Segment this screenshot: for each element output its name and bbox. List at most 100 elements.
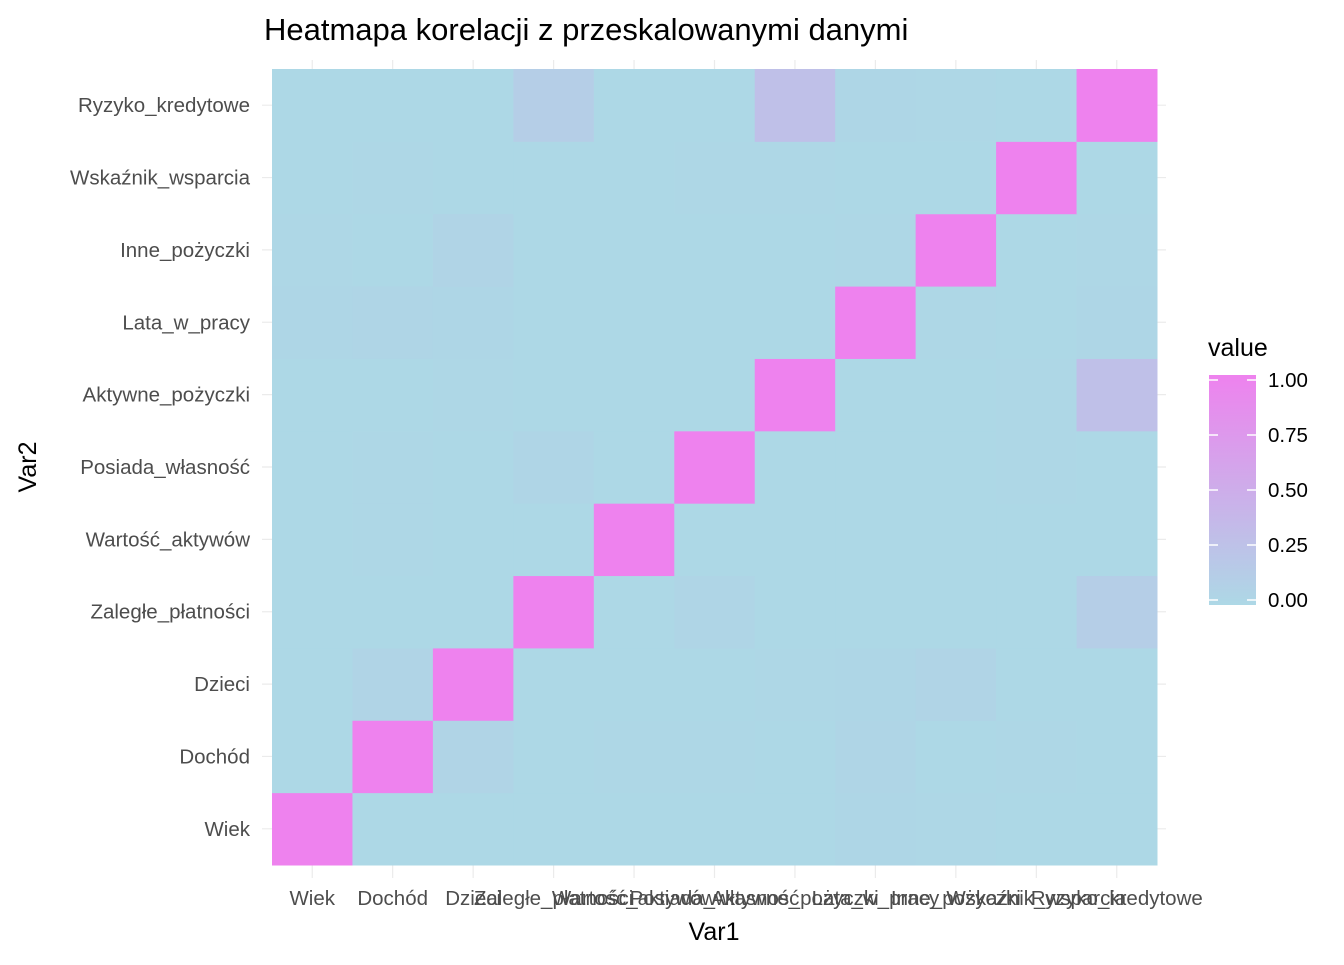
heatmap-cell bbox=[272, 503, 353, 577]
heatmap-cell bbox=[272, 575, 353, 649]
x-tick-label: Dzieci bbox=[445, 887, 501, 910]
heatmap-cell bbox=[674, 503, 756, 577]
heatmap-cell bbox=[996, 358, 1078, 432]
heatmap-cell bbox=[352, 358, 434, 432]
x-axis-tick-labels: Wiek Dochód DzieciZaległe_płatnościWartość… bbox=[289, 887, 1202, 910]
heatmap-cell bbox=[835, 720, 917, 794]
y-tick-label: Posiada_własność bbox=[80, 456, 250, 479]
heatmap-cell bbox=[674, 141, 756, 215]
heatmap-cell bbox=[996, 503, 1078, 577]
heatmap-cell bbox=[513, 141, 595, 215]
heatmap-cell bbox=[593, 213, 675, 287]
heatmap-cell bbox=[432, 430, 514, 504]
heatmap-cell bbox=[996, 286, 1078, 359]
x-tick-label: Wartość_aktywów bbox=[552, 887, 717, 910]
heatmap-cell bbox=[272, 792, 353, 866]
legend-tick-label: 1.00 bbox=[1268, 369, 1308, 392]
heatmap-cell bbox=[754, 286, 836, 359]
heatmap-cell bbox=[835, 647, 917, 721]
heatmap-cell bbox=[835, 358, 917, 432]
x-tick-label: Posiada_własność bbox=[630, 887, 800, 910]
y-tick-label: Wiek bbox=[204, 818, 250, 841]
y-tick-label: Zaległe_płatności bbox=[90, 601, 250, 624]
heatmap-cell bbox=[1076, 358, 1158, 432]
heatmap-cell bbox=[1076, 720, 1158, 794]
heatmap-cell bbox=[432, 69, 514, 142]
heatmap-cell bbox=[996, 430, 1078, 504]
heatmap-cell bbox=[593, 647, 675, 721]
heatmap-cell bbox=[352, 503, 434, 577]
heatmap-cell bbox=[1076, 792, 1158, 866]
x-tick-label: Inne_pożyczki bbox=[891, 887, 1021, 910]
heatmap-cell bbox=[593, 503, 675, 577]
x-tick-label: Dochód bbox=[357, 887, 428, 910]
heatmap-cell bbox=[835, 792, 917, 866]
heatmap-cell bbox=[513, 430, 595, 504]
heatmap-cell bbox=[513, 503, 595, 577]
heatmap-cell bbox=[1076, 141, 1158, 215]
heatmap-cell bbox=[513, 792, 595, 866]
heatmap-cell bbox=[996, 69, 1078, 142]
heatmap-cell bbox=[754, 213, 836, 287]
heatmap-cell bbox=[835, 69, 917, 142]
legend-ticks: 1.00 0.75 0.50 0.25 0.00 bbox=[1209, 369, 1308, 612]
y-tick-label: Ryzyko_kredytowe bbox=[78, 94, 250, 117]
heatmap-cell bbox=[674, 575, 756, 649]
heatmap-cell bbox=[915, 430, 997, 504]
heatmap-cell bbox=[352, 141, 434, 215]
heatmap-cell bbox=[754, 792, 836, 866]
heatmap-cell bbox=[1076, 575, 1158, 649]
heatmap-cell bbox=[1076, 213, 1158, 287]
x-tick-label: Zaległe_płatności bbox=[474, 887, 634, 910]
heatmap-cell bbox=[835, 141, 917, 215]
heatmap-cell bbox=[754, 141, 836, 215]
heatmap-cell bbox=[835, 286, 917, 359]
heatmap-cell bbox=[593, 720, 675, 794]
heatmap-cell bbox=[915, 503, 997, 577]
heatmap-cell bbox=[915, 358, 997, 432]
heatmap-cell bbox=[352, 720, 434, 794]
heatmap-cell bbox=[1076, 286, 1158, 359]
heatmap-cell bbox=[352, 69, 434, 142]
heatmap-cell bbox=[915, 141, 997, 215]
heatmap-cell bbox=[915, 720, 997, 794]
heatmap-cell bbox=[513, 647, 595, 721]
y-tick-label: Dochód bbox=[179, 745, 250, 768]
heatmap-cell bbox=[835, 575, 917, 649]
heatmap-cell bbox=[272, 647, 353, 721]
y-tick-label: Inne_pożyczki bbox=[120, 239, 250, 262]
heatmap-cell bbox=[674, 720, 756, 794]
heatmap-cell bbox=[352, 286, 434, 359]
heatmap-cell bbox=[674, 647, 756, 721]
heatmap-cell bbox=[835, 430, 917, 504]
heatmap-cell bbox=[272, 358, 353, 432]
heatmap-cell bbox=[432, 792, 514, 866]
heatmap-cell bbox=[513, 286, 595, 359]
heatmap-cell bbox=[674, 358, 756, 432]
heatmap-cell bbox=[432, 213, 514, 287]
heatmap-cell bbox=[996, 720, 1078, 794]
x-tick-label: Aktywne_pożyczki bbox=[711, 887, 878, 910]
heatmap-cell bbox=[754, 69, 836, 142]
legend-tick-label: 0.00 bbox=[1268, 589, 1308, 612]
heatmap-cell bbox=[593, 792, 675, 866]
heatmap-cell bbox=[1076, 503, 1158, 577]
y-tick-label: Wartość_aktywów bbox=[86, 528, 251, 551]
heatmap-cell bbox=[593, 358, 675, 432]
x-tick-label: Ryzyko_kredytowe bbox=[1031, 887, 1203, 910]
heatmap-cell bbox=[513, 575, 595, 649]
heatmap-cell bbox=[272, 213, 353, 287]
heatmap-cell bbox=[754, 430, 836, 504]
heatmap-cell bbox=[674, 69, 756, 142]
heatmap-cell bbox=[593, 286, 675, 359]
heatmap-cell bbox=[915, 213, 997, 287]
heatmap-cell bbox=[272, 69, 353, 142]
heatmap-cell bbox=[674, 213, 756, 287]
heatmap-cell bbox=[915, 575, 997, 649]
heatmap-cell bbox=[996, 213, 1078, 287]
heatmap-cell bbox=[835, 213, 917, 287]
heatmap-cell bbox=[915, 286, 997, 359]
heatmap-cell bbox=[593, 430, 675, 504]
